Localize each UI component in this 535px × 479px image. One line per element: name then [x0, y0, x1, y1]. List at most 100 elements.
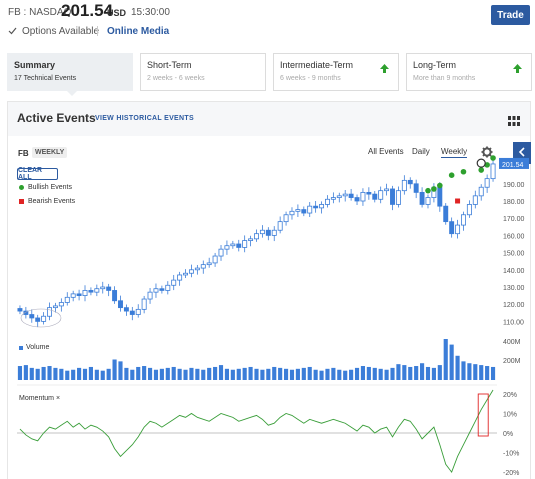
tab-intermediate-term[interactable]: Intermediate-Term 6 weeks - 9 months: [273, 53, 399, 91]
volume-bar: [71, 369, 76, 380]
candle-body: [100, 286, 106, 290]
candle-body: [378, 190, 384, 200]
tab-short-term[interactable]: Short-Term 2 weeks - 6 weeks: [140, 53, 266, 91]
volume-bar: [65, 370, 70, 380]
candle-body: [372, 193, 378, 200]
tab-subtitle: 6 weeks - 9 months: [280, 75, 341, 82]
momentum-tick-label: 10%: [503, 411, 517, 418]
volume-bar: [142, 366, 147, 380]
volume-bar: [425, 366, 431, 380]
candle-body: [94, 288, 100, 293]
trade-button[interactable]: Trade: [491, 5, 530, 25]
volume-bar: [307, 366, 312, 380]
volume-bar: [443, 339, 448, 380]
symbol-label: FB : NASDAQ: [8, 7, 72, 18]
clear-all-button[interactable]: CLEAR ALL: [17, 167, 58, 181]
candle-body: [395, 190, 401, 205]
volume-bar: [402, 365, 407, 380]
volume-bar: [29, 367, 34, 380]
volume-bar: [77, 367, 82, 380]
volume-bar: [396, 364, 401, 380]
volume-bar: [23, 365, 28, 380]
momentum-highlight-box: [477, 393, 489, 437]
bullish-event-marker: [425, 187, 431, 194]
price-tick-label: 160.00: [503, 233, 525, 240]
volume-bar: [414, 366, 419, 380]
volume-bar: [118, 361, 123, 380]
volume-bar: [384, 369, 389, 380]
candle-body: [259, 229, 265, 235]
candle-body: [141, 298, 147, 310]
candle-body: [118, 300, 123, 309]
grid-view-icon[interactable]: [508, 113, 520, 131]
volume-bar: [242, 367, 247, 380]
candle-body: [35, 317, 41, 322]
candle-body: [224, 245, 230, 250]
volume-bar: [337, 369, 342, 380]
candle-body: [419, 191, 425, 205]
candle-body: [188, 269, 194, 274]
candle-body: [41, 315, 47, 322]
candle-body: [319, 204, 325, 209]
candle-body: [70, 293, 76, 298]
bullish-legend-label: Bullish Events: [28, 184, 72, 191]
volume-bar: [301, 367, 306, 380]
candle-body: [23, 310, 29, 315]
volume-bar: [195, 368, 200, 380]
volume-bar: [165, 367, 170, 380]
currency-label: USD: [107, 8, 127, 18]
tab-subtitle: 2 weeks - 6 weeks: [147, 75, 205, 82]
candle-body: [82, 290, 88, 297]
candle-body: [461, 214, 466, 226]
momentum-tick-label: 20%: [503, 392, 517, 399]
bullish-event-marker: [460, 168, 467, 175]
volume-bar: [230, 369, 235, 380]
quote-time: 15:30:00: [131, 7, 170, 18]
candle-body: [455, 224, 461, 235]
volume-bar: [366, 366, 371, 380]
gear-icon[interactable]: [481, 145, 493, 163]
volume-bar: [248, 366, 253, 380]
volume-bar: [490, 366, 496, 380]
bullish-legend[interactable]: Bullish Events: [19, 184, 72, 191]
candle-body: [112, 290, 118, 302]
range-all-events[interactable]: All Events: [368, 147, 404, 156]
candle-body: [218, 248, 224, 257]
last-price: 201.54: [61, 1, 113, 20]
tab-summary[interactable]: Summary 17 Technical Events: [7, 53, 133, 91]
candle-body: [200, 264, 206, 269]
range-daily[interactable]: Daily: [412, 147, 430, 156]
candle-body: [443, 205, 449, 223]
candle-body: [254, 233, 259, 240]
volume-bar: [325, 368, 330, 380]
tab-long-term[interactable]: Long-Term More than 9 months: [406, 53, 532, 91]
volume-bar: [183, 369, 188, 380]
candle-body: [354, 197, 360, 202]
volume-bar: [278, 367, 283, 380]
candle-body: [425, 197, 431, 205]
volume-bar: [130, 369, 135, 380]
period-tag: WEEKLY: [32, 147, 68, 158]
candle-body: [283, 214, 289, 223]
candle-body: [248, 238, 254, 241]
tab-subtitle: More than 9 months: [413, 75, 476, 82]
range-weekly[interactable]: Weekly: [441, 147, 468, 158]
tab-title: Summary: [14, 60, 56, 70]
candle-body: [472, 195, 478, 205]
bearish-legend[interactable]: Bearish Events: [19, 198, 75, 205]
candle-body: [277, 221, 283, 231]
volume-bar: [319, 370, 324, 380]
candle-body: [159, 288, 165, 291]
price-tick-label: 180.00: [503, 199, 525, 206]
view-historical-events-link[interactable]: VIEW HISTORICAL EVENTS: [95, 115, 194, 122]
tab-title: Intermediate-Term: [280, 60, 354, 70]
online-media-link[interactable]: Online Media: [107, 26, 170, 37]
candle-body: [236, 243, 242, 248]
volume-bar: [159, 368, 164, 380]
price-tick-label: 170.00: [503, 216, 525, 223]
momentum-legend[interactable]: Momentum ×: [19, 395, 60, 402]
candle-body: [171, 279, 177, 286]
candle-body: [301, 209, 307, 214]
candle-body: [58, 302, 64, 307]
volume-bar: [431, 367, 436, 380]
